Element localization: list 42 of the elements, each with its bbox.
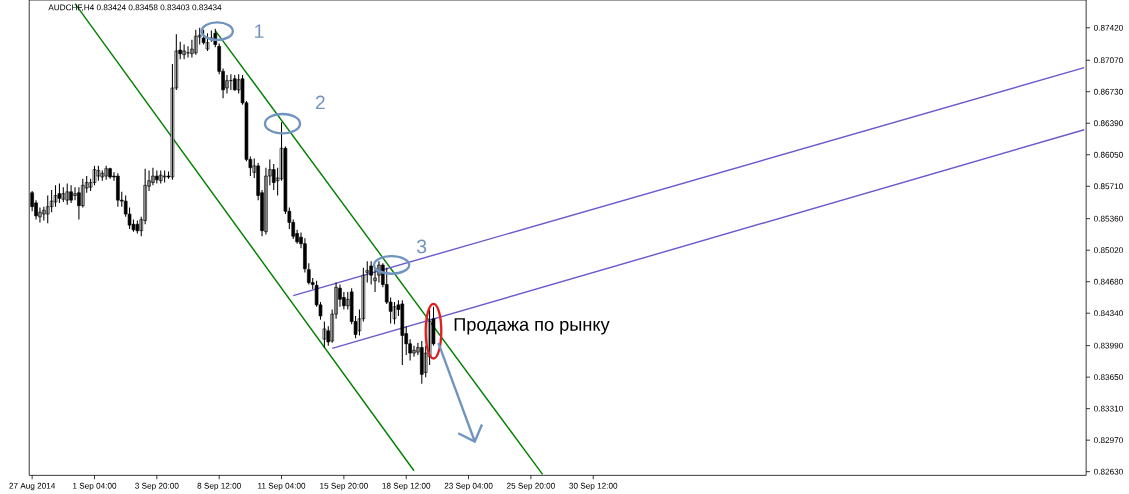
x-tick-label: 23 Sep 04:00 bbox=[444, 482, 493, 491]
candlestick bbox=[100, 170, 105, 182]
annotation: 1 bbox=[255, 24, 264, 38]
x-tick-label: 8 Sep 12:00 bbox=[197, 482, 241, 491]
y-tick-label: 0.87420 bbox=[1093, 24, 1123, 31]
candlestick bbox=[158, 170, 163, 185]
candlestick bbox=[65, 183, 70, 206]
y-tick-label: 0.83650 bbox=[1093, 374, 1123, 381]
annotation: 3 bbox=[416, 239, 427, 254]
x-tick-label: 25 Sep 20:00 bbox=[506, 482, 555, 491]
annotation: Продажа по рынку bbox=[454, 318, 610, 335]
y-tick-label: 0.83310 bbox=[1093, 405, 1123, 412]
y-tick-label: 0.86050 bbox=[1093, 151, 1123, 158]
y-tick-label: 0.86730 bbox=[1093, 88, 1123, 95]
candlestick bbox=[57, 183, 62, 204]
y-tick-label: 0.84680 bbox=[1093, 278, 1123, 285]
candlestick bbox=[104, 165, 108, 181]
x-tick-label: 1 Sep 04:00 bbox=[73, 482, 117, 491]
candlestick bbox=[61, 186, 66, 203]
y-tick-label: 0.86390 bbox=[1093, 120, 1123, 127]
candlestick bbox=[53, 184, 58, 208]
y-tick-label: 0.82630 bbox=[1093, 468, 1123, 475]
y-tick-label: 0.85020 bbox=[1093, 247, 1123, 254]
candlestick bbox=[392, 301, 397, 325]
x-tick-label: 18 Sep 12:00 bbox=[382, 482, 431, 491]
candlestick bbox=[155, 170, 159, 185]
y-tick-label: 0.82970 bbox=[1093, 437, 1123, 444]
y-tick-label: 0.85710 bbox=[1093, 183, 1123, 190]
annotation: 2 bbox=[315, 95, 325, 110]
x-tick-label: 27 Aug 2014 bbox=[9, 482, 56, 491]
x-tick-label: 30 Sep 12:00 bbox=[569, 482, 618, 491]
candlestick bbox=[322, 321, 327, 349]
candlestick bbox=[96, 165, 101, 182]
x-tick-label: 3 Sep 20:00 bbox=[135, 482, 179, 491]
candlestick bbox=[232, 74, 237, 92]
y-tick-label: 0.83990 bbox=[1093, 342, 1123, 349]
candlestick bbox=[162, 170, 167, 184]
y-tick-label: 0.85360 bbox=[1093, 215, 1123, 222]
y-tick-label: 0.84340 bbox=[1093, 310, 1123, 317]
x-tick-label: 15 Sep 20:00 bbox=[320, 482, 368, 491]
x-tick-label: 11 Sep 04:00 bbox=[258, 482, 306, 491]
y-tick-label: 0.87070 bbox=[1093, 57, 1123, 64]
